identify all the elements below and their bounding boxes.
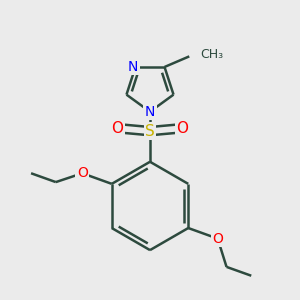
Text: CH₃: CH₃ <box>200 47 223 61</box>
Text: O: O <box>112 121 124 136</box>
Text: N: N <box>145 105 155 119</box>
Text: O: O <box>176 121 188 136</box>
Text: O: O <box>77 166 88 180</box>
Text: S: S <box>145 124 155 139</box>
Text: O: O <box>212 232 223 246</box>
Text: N: N <box>128 60 138 74</box>
